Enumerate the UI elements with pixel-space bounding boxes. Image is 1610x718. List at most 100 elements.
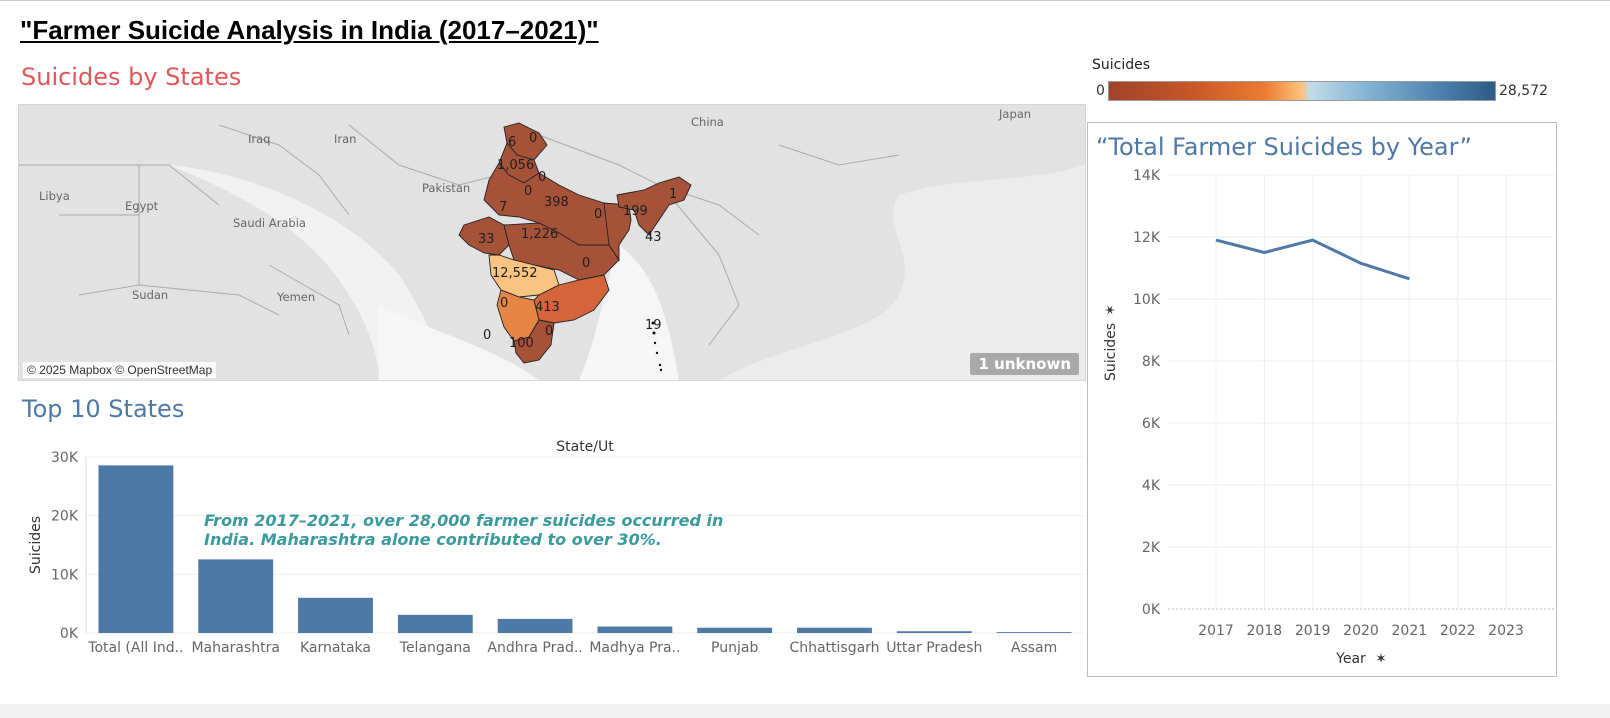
line-y-tick-label: 0K xyxy=(1142,602,1161,618)
bar-mark[interactable] xyxy=(198,559,274,633)
line-chart-canvas[interactable]: 0K 2K 4K 6K 8K 10K 12K 14K 2017 2018 2019 2020 2021 2… xyxy=(1088,123,1556,676)
line-x-tick-label: 2023 xyxy=(1488,623,1524,639)
line-point[interactable] xyxy=(1405,275,1413,283)
state-value-label: 0 xyxy=(500,296,508,311)
country-label-iran: Iran xyxy=(334,132,356,146)
map-attribution[interactable]: © 2025 Mapbox © OpenStreetMap xyxy=(23,362,217,378)
state-value-label: 100 xyxy=(509,336,534,351)
bay-of-bengal xyxy=(579,245,679,380)
x-axis-pin-icon[interactable]: ✶ xyxy=(1375,651,1387,667)
bar-mark[interactable] xyxy=(98,465,174,633)
bar-mark[interactable] xyxy=(397,614,473,633)
country-label-iraq: Iraq xyxy=(248,132,270,146)
line-chart-title: “Total Farmer Suicides by Year” xyxy=(1096,133,1472,161)
unknown-badge[interactable]: 1 unknown xyxy=(970,353,1079,375)
bar-category-label: Telangana xyxy=(399,640,471,656)
state-tamil-nadu[interactable] xyxy=(513,319,555,364)
chart-annotation: From 2017–2021, over 28,000 farmer suici… xyxy=(204,511,724,549)
line-x-tick-label: 2020 xyxy=(1343,623,1379,639)
state-value-label: 12,552 xyxy=(492,266,538,281)
arabian-sea xyxy=(379,305,539,380)
state-value-label: 199 xyxy=(623,204,648,219)
india-map[interactable]: Iraq Iran Libya Egypt Saudi Arabia Pakis… xyxy=(18,104,1086,381)
line-x-axis-title: Year xyxy=(1335,651,1366,667)
country-label-libya: Libya xyxy=(39,189,70,203)
line-y-tick-label: 12K xyxy=(1133,230,1161,246)
state-value-label: 33 xyxy=(478,232,495,247)
y-axis-pin-icon[interactable]: ✶ xyxy=(1103,304,1119,316)
state-value-label: 0 xyxy=(524,184,532,199)
line-x-tick-label: 2021 xyxy=(1392,623,1428,639)
top10-bar-chart[interactable]: State/Ut Suicides 0K 10K 20K 30K Total (All In… xyxy=(22,433,1086,663)
state-value-label: 1,226 xyxy=(521,227,558,242)
india-states[interactable] xyxy=(458,122,692,364)
line-x-tick-label: 2019 xyxy=(1295,623,1331,639)
dashboard-title: "Farmer Suicide Analysis in India (2017–… xyxy=(20,15,599,45)
top10-title: Top 10 States xyxy=(22,395,185,423)
line-point[interactable] xyxy=(1357,259,1365,267)
bar-mark[interactable] xyxy=(497,618,573,633)
bar-category-label: Andhra Prad.. xyxy=(487,640,582,656)
bar-chart-canvas[interactable]: State/Ut Suicides 0K 10K 20K 30K Total (All In… xyxy=(22,433,1086,663)
bar-category-label: Madhya Pra.. xyxy=(589,640,680,656)
state-northeast[interactable] xyxy=(616,176,692,236)
legend-color-ramp[interactable] xyxy=(1108,81,1496,101)
state-value-label: 398 xyxy=(544,195,569,210)
bar-category-label: Assam xyxy=(1011,640,1057,656)
bar-y-tick-label: 20K xyxy=(51,509,79,525)
map-canvas[interactable]: Iraq Iran Libya Egypt Saudi Arabia Pakis… xyxy=(19,105,1085,380)
state-value-label: 0 xyxy=(545,324,553,339)
legend-max: 28,572 xyxy=(1499,83,1548,99)
line-y-axis-title: Suicides xyxy=(1103,323,1119,381)
bar-mark[interactable] xyxy=(597,626,673,633)
line-series[interactable] xyxy=(1215,238,1410,281)
bar-y-tick-label: 0K xyxy=(60,626,79,642)
country-label-saudi-arabia: Saudi Arabia xyxy=(233,216,306,230)
bar-x-axis-title: State/Ut xyxy=(556,439,614,455)
country-label-china: China xyxy=(691,115,724,129)
country-labels: Iraq Iran Libya Egypt Saudi Arabia Pakis… xyxy=(39,107,1031,304)
state-value-label: 43 xyxy=(645,230,662,245)
state-value-label: 0 xyxy=(483,328,491,343)
state-value-label: 7 xyxy=(499,200,507,215)
andaman-islands xyxy=(651,321,663,372)
line-y-tick-label: 4K xyxy=(1142,478,1161,494)
bar-mark[interactable] xyxy=(896,631,972,633)
state-value-label: 0 xyxy=(594,207,602,222)
country-label-egypt: Egypt xyxy=(125,199,159,213)
line-y-tick-label: 8K xyxy=(1142,354,1161,370)
bar-y-tick-label: 10K xyxy=(51,567,79,583)
state-value-label: 1,056 xyxy=(497,158,534,173)
state-value-label: 1 xyxy=(669,187,677,202)
line-point[interactable] xyxy=(1260,249,1268,257)
state-andhra-telangana[interactable] xyxy=(533,274,610,324)
state-value-label: 413 xyxy=(535,300,560,315)
legend-min: 0 xyxy=(1096,83,1105,99)
country-label-japan: Japan xyxy=(998,107,1031,121)
legend-title: Suicides xyxy=(1092,57,1151,73)
line-y-tick-label: 10K xyxy=(1133,292,1161,308)
country-label-pakistan: Pakistan xyxy=(422,181,470,195)
bar-category-label: Karnataka xyxy=(300,640,371,656)
bar-category-label: Maharashtra xyxy=(191,640,279,656)
line-y-tick-label: 2K xyxy=(1142,540,1161,556)
line-point[interactable] xyxy=(1309,236,1317,244)
bar-category-label: Uttar Pradesh xyxy=(886,640,982,656)
yearly-line-chart[interactable]: “Total Farmer Suicides by Year” 0K 2K 4K 6K… xyxy=(1087,122,1557,677)
country-label-sudan: Sudan xyxy=(132,288,168,302)
bar-mark[interactable] xyxy=(996,632,1072,633)
line-point[interactable] xyxy=(1212,236,1220,244)
line-y-tick-label: 6K xyxy=(1142,416,1161,432)
bar-mark[interactable] xyxy=(298,597,373,633)
bar-y-tick-label: 30K xyxy=(51,450,79,466)
bar-category-label: Punjab xyxy=(711,640,758,656)
state-value-label: 6 xyxy=(508,135,516,150)
state-value-labels: 6 0 1,056 0 0 398 7 0 199 1 1,226 33 43 … xyxy=(478,131,677,351)
bar-category-label: Total (All Ind.. xyxy=(87,640,183,656)
bar-mark[interactable] xyxy=(797,627,872,633)
line-x-tick-label: 2018 xyxy=(1247,623,1283,639)
state-value-label: 19 xyxy=(645,318,662,333)
map-title: Suicides by States xyxy=(21,63,242,91)
bar-mark[interactable] xyxy=(697,627,773,633)
